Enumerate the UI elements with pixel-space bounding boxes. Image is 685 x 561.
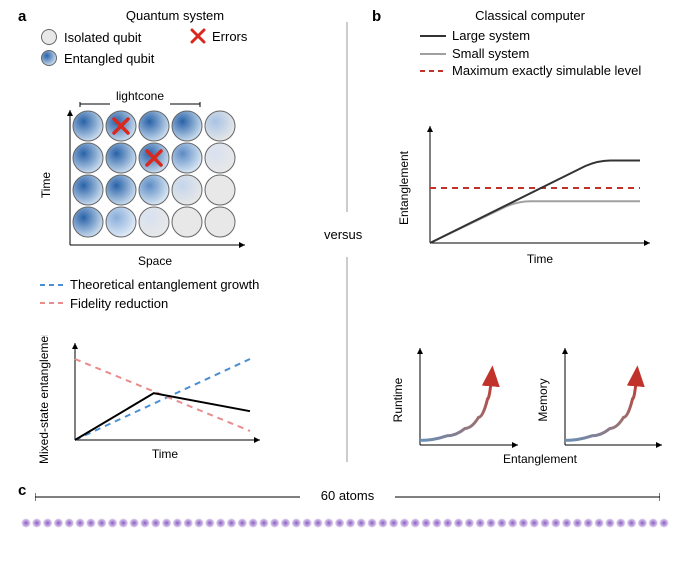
legend-fidelity-text: Fidelity reduction bbox=[70, 296, 168, 311]
lower-b-x: Entanglement bbox=[503, 452, 578, 466]
legend-small-text: Small system bbox=[452, 46, 529, 61]
qubit-grid: lightcone Time Space bbox=[30, 90, 280, 275]
legend-theoretical: Theoretical entanglement growth bbox=[40, 278, 259, 293]
upper-b-x: Time bbox=[527, 252, 554, 266]
legend-max-text: Maximum exactly simulable level bbox=[452, 64, 641, 79]
legend-fidelity: Fidelity reduction bbox=[40, 296, 259, 311]
memory-y: Memory bbox=[536, 378, 550, 421]
panel-a-title: Quantum system bbox=[60, 8, 290, 23]
grid-x-label: Space bbox=[138, 254, 172, 268]
panel-a-label: a bbox=[18, 8, 26, 25]
grid-y-label: Time bbox=[39, 172, 53, 199]
panel-a-legend: Isolated qubit Entangled qubit bbox=[40, 28, 154, 70]
atom-row bbox=[20, 512, 670, 534]
panel-a-lower-legend: Theoretical entanglement growth Fidelity… bbox=[40, 278, 259, 314]
lightcone-label: lightcone bbox=[116, 90, 164, 103]
legend-large-text: Large system bbox=[452, 28, 530, 43]
atoms-label: 60 atoms bbox=[35, 488, 660, 503]
panel-b-title-wrap: Classical computer bbox=[400, 8, 660, 23]
panel-b-lower-charts: Runtime Memory Entanglement bbox=[390, 340, 670, 470]
upper-b-y: Entanglement bbox=[397, 150, 411, 225]
legend-max: Maximum exactly simulable level bbox=[420, 64, 641, 79]
runtime-y: Runtime bbox=[391, 377, 405, 422]
divider: versus bbox=[332, 22, 362, 462]
legend-isolated: Isolated qubit bbox=[40, 28, 154, 46]
legend-errors: Errors bbox=[190, 28, 247, 47]
versus-label: versus bbox=[324, 227, 362, 242]
panel-a-title-wrap: Quantum system bbox=[60, 8, 290, 23]
panel-b-upper-chart: Entanglement Time bbox=[390, 118, 665, 273]
lower-a-x: Time bbox=[152, 447, 179, 461]
panel-c-label: c bbox=[18, 482, 26, 499]
legend-entangled-text: Entangled qubit bbox=[64, 51, 154, 66]
panel-b-title: Classical computer bbox=[400, 8, 660, 23]
panel-b-legend: Large system Small system Maximum exactl… bbox=[420, 28, 641, 82]
legend-errors-text: Errors bbox=[212, 29, 247, 44]
legend-large: Large system bbox=[420, 28, 641, 43]
legend-theoretical-text: Theoretical entanglement growth bbox=[70, 278, 259, 293]
legend-isolated-text: Isolated qubit bbox=[64, 30, 141, 45]
panel-c-rule: 60 atoms bbox=[35, 488, 660, 506]
panel-a-lower-chart: Mixed-state entanglement Time bbox=[30, 335, 280, 465]
lower-a-y: Mixed-state entanglement bbox=[37, 335, 51, 464]
legend-entangled: Entangled qubit bbox=[40, 49, 154, 67]
legend-small: Small system bbox=[420, 46, 641, 61]
panel-a-grid-wrap: lightcone Time Space bbox=[30, 90, 280, 275]
panel-b-label: b bbox=[372, 8, 381, 25]
